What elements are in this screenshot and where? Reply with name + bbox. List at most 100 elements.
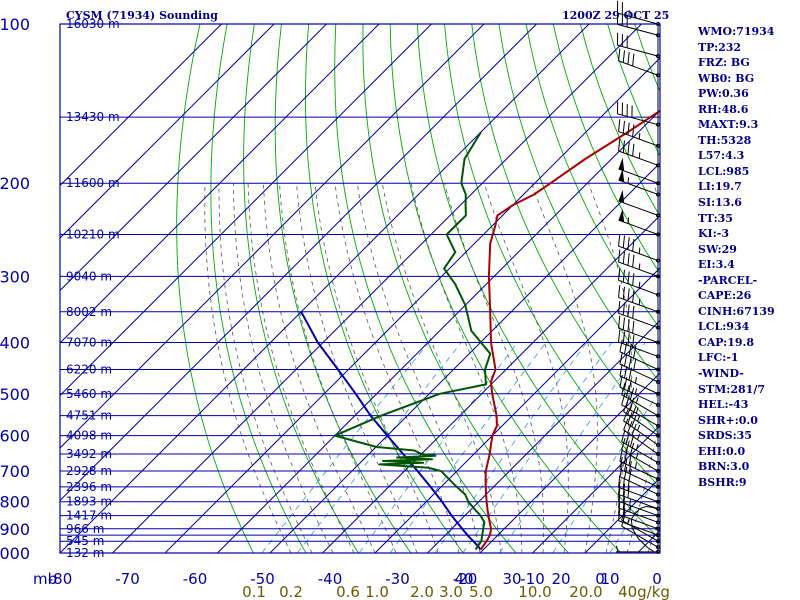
wind-barb-tick (627, 253, 630, 266)
wind-barb-half-tick (616, 545, 619, 552)
wind-barb-tick (618, 475, 621, 488)
height-label: 16030 m (66, 17, 120, 31)
wind-barb-tick (623, 459, 628, 472)
height-label: 2928 m (66, 464, 112, 478)
temp-tick-label: -20 (453, 570, 478, 588)
mixing-ratio-label: 0.1 (242, 583, 266, 600)
wind-barb-tick (632, 254, 635, 268)
temp-tick-label: -50 (250, 570, 275, 588)
wind-barb-tick (618, 482, 621, 495)
wind-barb-tick (622, 483, 626, 497)
wind-barb-tick (628, 356, 632, 369)
pressure-tick-label: 400 (0, 333, 30, 352)
wind-barb-tick (627, 142, 630, 155)
wind-barb-staff (619, 351, 659, 371)
index-line: HEL:-43 (698, 398, 749, 412)
index-line: CINH:67139 (698, 304, 775, 318)
wind-barb (618, 189, 660, 218)
wind-barb-tick (632, 124, 635, 137)
wind-barb-staff (618, 500, 659, 517)
wind-barb-tick (625, 440, 630, 453)
index-line: -WIND- (698, 367, 744, 381)
wind-barb-staff (621, 394, 659, 417)
pressure-tick-label: 600 (0, 427, 30, 446)
index-line: KI:-3 (698, 227, 729, 241)
wind-barb-tick (622, 286, 626, 300)
wind-barb-tick (632, 290, 635, 303)
index-line: STM:281/7 (698, 382, 765, 396)
index-line: LFC:-1 (698, 351, 739, 365)
wind-barb-staff (623, 420, 659, 446)
wind-barb-tick (628, 343, 632, 357)
temp-tick-label: -30 (385, 570, 410, 588)
height-label: 11600 m (66, 176, 120, 190)
moist-adiabat (588, 183, 633, 553)
wind-barb-half-tick (635, 452, 639, 459)
wind-barb-group (616, 0, 660, 554)
dewpoint-line (333, 131, 492, 551)
isotherm (60, 24, 327, 292)
wind-barb-tick (622, 251, 626, 264)
wind-barb-staff (623, 429, 659, 455)
wind-barb-staff (618, 486, 659, 503)
mixing-ratio-label: 1.0 (365, 583, 389, 600)
height-label: 545 m (66, 534, 104, 548)
height-label: 1417 m (66, 509, 112, 523)
wind-barb-tick (627, 271, 630, 284)
wind-barb-staff (623, 411, 659, 437)
wind-barb-staff (619, 375, 659, 395)
wind-barb-tick (633, 358, 637, 371)
temp-tick-label: -10 (520, 570, 545, 588)
wind-barb-tick (627, 122, 630, 136)
isotherm (60, 24, 222, 187)
mixing-ratio-label: 3.0 (439, 583, 463, 600)
wind-barb-tick (627, 51, 630, 65)
pressure-tick-label: 800 (0, 493, 30, 512)
pressure-tick-label: 500 (0, 385, 30, 404)
wind-barb-tick (618, 300, 621, 314)
height-label: 10210 m (66, 228, 120, 242)
pressure-tick-label: 300 (0, 267, 30, 286)
wind-speed-label: 20 (551, 570, 570, 588)
wind-barb (618, 315, 660, 345)
moist-adiabat (410, 183, 523, 553)
wind-barb (619, 456, 660, 489)
wind-barb-tick (621, 429, 626, 442)
height-label: 4098 m (66, 429, 112, 443)
wind-barb-tick (627, 412, 633, 424)
wind-speed-label: 40 (454, 570, 473, 588)
wind-barb-staff (618, 131, 659, 147)
wind-barb-tick (619, 351, 623, 365)
isotherm (479, 372, 660, 553)
isotherm (60, 24, 537, 502)
wind-barb (618, 268, 660, 297)
index-line: SHR+:0.0 (698, 413, 758, 427)
wind-barb-staff (618, 493, 659, 510)
wind-barb-staff (618, 179, 659, 195)
wind-barb (621, 438, 660, 474)
wind-barb-staff (621, 404, 659, 427)
wind-barb (618, 119, 660, 148)
dry-adiabat (362, 24, 569, 553)
wind-barb-tick (621, 438, 626, 451)
wind-barb-half-tick (638, 298, 641, 306)
index-line: SRDS:35 (698, 429, 752, 443)
wind-barb-tick (627, 319, 630, 332)
wind-barb-staff (621, 449, 659, 472)
index-line: SW:29 (698, 242, 737, 256)
wind-barb-tick (625, 432, 630, 445)
mixing-ratio-label: 5.0 (469, 583, 493, 600)
index-line: RH:48.6 (698, 102, 749, 116)
wind-barb-tick (618, 48, 621, 61)
wind-barb-staff (618, 296, 659, 313)
wind-barb-half-tick (638, 263, 641, 270)
wind-barb-staff (618, 513, 659, 530)
wind-barb-tick (628, 468, 632, 482)
wind-barb-staff (618, 279, 659, 296)
wind-speed-label: 0 (652, 570, 662, 588)
wind-barb-staff (619, 460, 659, 480)
wind-barb-tick (632, 306, 635, 319)
wind-barb-staff (617, 44, 659, 57)
wind-barb (618, 233, 660, 263)
wind-barb-half-tick (634, 388, 638, 395)
